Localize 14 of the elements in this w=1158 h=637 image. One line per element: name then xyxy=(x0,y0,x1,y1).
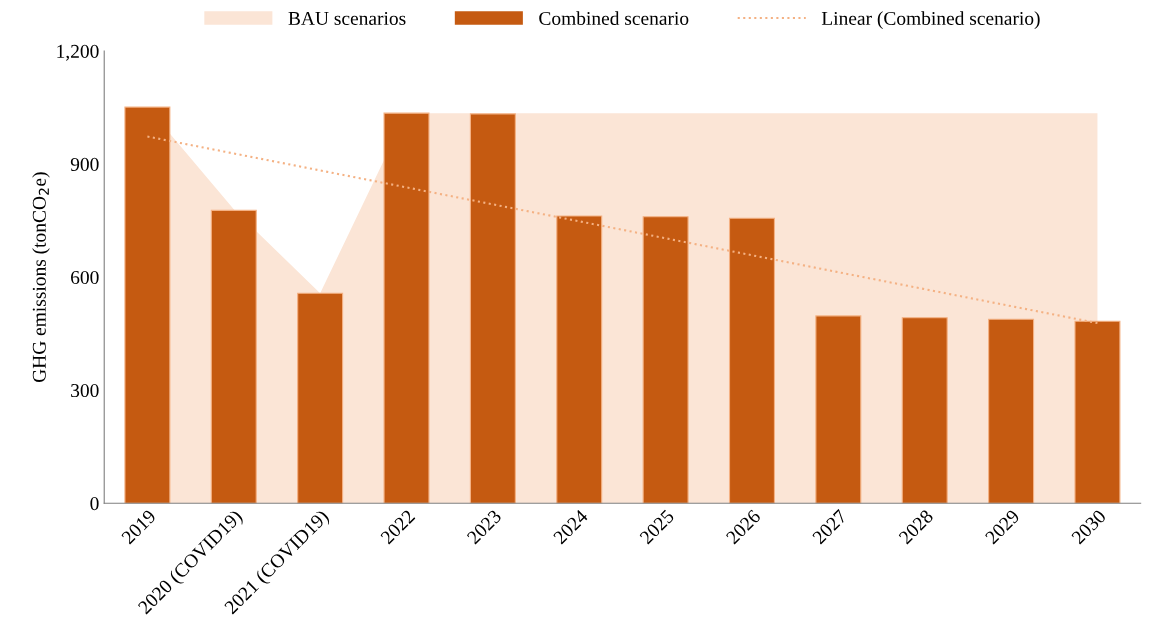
legend-label: Combined scenario xyxy=(539,11,689,25)
bar xyxy=(297,292,344,504)
y-tick-label: 1,200 xyxy=(57,44,99,61)
bar xyxy=(210,209,257,504)
y-tick-label: 300 xyxy=(71,383,99,398)
bar xyxy=(901,317,948,504)
legend-label: BAU scenarios xyxy=(288,11,406,25)
bar xyxy=(815,315,862,504)
legend-label: Linear (Combined scenario) xyxy=(821,11,1040,29)
y-tick-label: 0 xyxy=(90,497,99,511)
y-tick-label: 600 xyxy=(71,270,99,285)
y-axis-title: GHG emissions (tonCO$_{2}$e) xyxy=(32,172,50,383)
y-tick-label: 900 xyxy=(70,157,99,171)
bar xyxy=(988,318,1035,504)
